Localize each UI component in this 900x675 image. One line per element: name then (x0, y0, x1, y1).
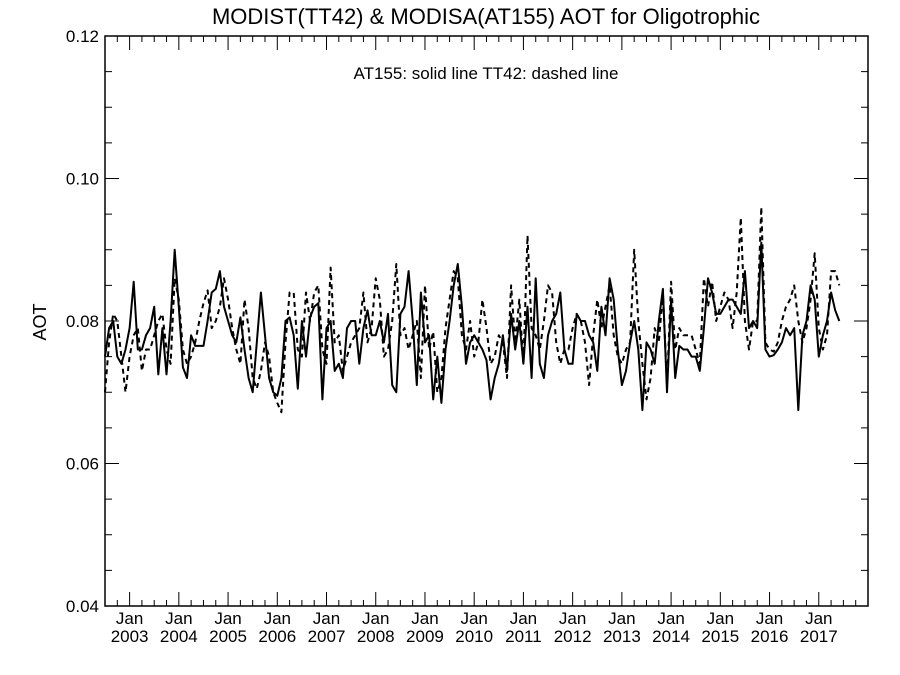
x-tick-month-label: Jan (707, 609, 734, 628)
x-tick-year-label: 2010 (455, 627, 493, 646)
series-line-tt42 (104, 206, 841, 414)
x-tick-month-label: Jan (411, 609, 438, 628)
x-tick-year-label: 2011 (505, 627, 542, 646)
x-tick-month-label: Jan (362, 609, 389, 628)
x-tick-year-label: 2005 (209, 627, 247, 646)
x-axis: Jan2003Jan2004Jan2005Jan2006Jan2007Jan20… (111, 36, 857, 646)
y-tick-label: 0.08 (66, 312, 99, 331)
x-tick-month-label: Jan (313, 609, 340, 628)
x-tick-month-label: Jan (264, 609, 291, 628)
x-tick-year-label: 2013 (603, 627, 641, 646)
x-tick-month-label: Jan (608, 609, 635, 628)
x-tick-month-label: Jan (559, 609, 586, 628)
series-line-at155 (104, 241, 841, 412)
x-tick-year-label: 2016 (751, 627, 789, 646)
y-tick-label: 0.06 (66, 455, 99, 474)
x-tick-year-label: 2009 (406, 627, 444, 646)
x-tick-year-label: 2007 (308, 627, 346, 646)
y-axis-label: AOT (30, 303, 50, 340)
series-style-annotation: AT155: solid line TT42: dashed line (354, 64, 619, 83)
x-tick-year-label: 2008 (357, 627, 395, 646)
x-tick-month-label: Jan (460, 609, 487, 628)
x-tick-month-label: Jan (756, 609, 783, 628)
x-tick-month-label: Jan (165, 609, 192, 628)
y-axis: 0.04 0.06 0.08 0.10 0.12 (66, 27, 868, 616)
x-tick-month-label: Jan (510, 609, 537, 628)
x-tick-year-label: 2017 (800, 627, 838, 646)
x-tick-month-label: Jan (657, 609, 684, 628)
y-tick-label: 0.04 (66, 597, 99, 616)
y-tick-label: 0.10 (66, 170, 99, 189)
x-tick-year-label: 2006 (258, 627, 296, 646)
x-tick-year-label: 2004 (160, 627, 198, 646)
x-tick-year-label: 2012 (554, 627, 592, 646)
x-tick-year-label: 2014 (652, 627, 690, 646)
x-tick-year-label: 2015 (701, 627, 739, 646)
chart-title: MODIST(TT42) & MODISA(AT155) AOT for Oli… (212, 4, 760, 29)
x-tick-year-label: 2003 (111, 627, 149, 646)
x-tick-month-label: Jan (805, 609, 832, 628)
x-tick-month-label: Jan (116, 609, 143, 628)
y-tick-label: 0.12 (66, 27, 99, 46)
series-lines (104, 206, 841, 414)
x-tick-month-label: Jan (214, 609, 241, 628)
